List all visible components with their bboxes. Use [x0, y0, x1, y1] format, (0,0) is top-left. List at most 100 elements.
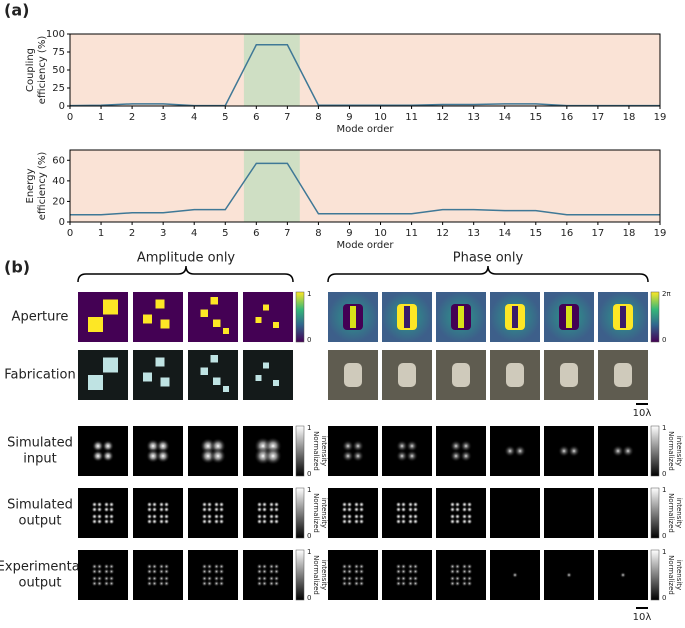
image-cell — [243, 550, 293, 600]
y-axis-label: efficiency (%) — [37, 152, 48, 221]
intensity-spot — [146, 506, 153, 513]
intensity-spot — [108, 513, 115, 520]
image-cell — [328, 550, 378, 600]
image-cell — [598, 550, 648, 600]
fab-core — [398, 363, 416, 387]
intensity-spot — [396, 450, 408, 462]
group-label: Phase only — [453, 251, 524, 266]
x-tick-label: 13 — [467, 112, 480, 123]
intensity-spot — [201, 501, 208, 508]
intensity-spot — [395, 575, 402, 582]
colorbar-title: intensity — [320, 436, 328, 466]
intensity-spot — [92, 440, 104, 452]
fab-core — [614, 363, 632, 387]
intensity-spot — [151, 563, 158, 570]
intensity-spot — [213, 501, 220, 508]
x-tick-label: 8 — [315, 112, 321, 123]
intensity-spot — [151, 575, 158, 582]
intensity-spot — [206, 518, 213, 525]
intensity-spot — [395, 513, 402, 520]
image-cell — [544, 292, 594, 342]
y-tick-label: 20 — [52, 196, 65, 207]
intensity-spot — [353, 513, 360, 520]
image-cell — [382, 350, 432, 400]
image-cell — [436, 488, 486, 538]
intensity-spot — [449, 568, 456, 575]
image-cell — [188, 488, 238, 538]
image-bg — [598, 488, 648, 538]
intensity-spot — [96, 501, 103, 508]
intensity-spot — [91, 568, 98, 575]
intensity-spot — [268, 513, 275, 520]
intensity-spot — [273, 518, 280, 525]
image-cell — [598, 488, 648, 538]
image-cell — [78, 550, 128, 600]
x-tick-label: 6 — [253, 228, 259, 239]
plot-background — [70, 150, 660, 222]
intensity-spot — [346, 568, 353, 575]
intensity-spot — [358, 513, 365, 520]
intensity-spot — [96, 580, 103, 587]
x-tick-label: 0 — [67, 112, 73, 123]
intensity-spot — [146, 575, 153, 582]
intensity-spot — [352, 450, 364, 462]
intensity-spot — [163, 506, 170, 513]
x-tick-label: 19 — [654, 228, 667, 239]
intensity-spot — [400, 506, 407, 513]
intensity-spot — [450, 450, 462, 462]
intensity-spot — [91, 563, 98, 570]
intensity-spot — [158, 580, 165, 587]
y-tick-label: 100 — [46, 29, 65, 40]
intensity-spot — [407, 580, 414, 587]
image-bg — [188, 488, 238, 538]
aperture — [210, 355, 218, 363]
intensity-spot — [201, 580, 208, 587]
phase-core — [566, 306, 572, 328]
aperture — [263, 304, 269, 311]
phase-core — [350, 306, 356, 328]
colorbar — [650, 425, 660, 477]
image-bg — [382, 550, 432, 600]
colorbar-title: Normalized — [312, 431, 320, 471]
intensity-spot — [201, 568, 208, 575]
intensity-spot — [218, 568, 225, 575]
image-cell — [133, 292, 183, 342]
image-bg — [133, 550, 183, 600]
x-tick-label: 7 — [284, 228, 290, 239]
aperture — [103, 299, 118, 315]
y-tick-label: 25 — [52, 83, 65, 94]
intensity-spot — [213, 568, 220, 575]
intensity-spot — [201, 513, 208, 520]
intensity-spot — [273, 580, 280, 587]
intensity-spot — [256, 513, 263, 520]
colorbar — [295, 425, 305, 477]
aperture — [210, 297, 218, 305]
intensity-spot — [103, 575, 110, 582]
intensity-spot — [353, 563, 360, 570]
intensity-spot — [353, 518, 360, 525]
intensity-spot — [256, 580, 263, 587]
intensity-spot — [256, 563, 263, 570]
image-cell — [382, 550, 432, 600]
intensity-spot — [151, 580, 158, 587]
colorbar-label: 1 — [307, 548, 311, 556]
colorbar-title: intensity — [675, 436, 683, 466]
image-cell — [328, 426, 378, 476]
aperture — [223, 386, 229, 392]
intensity-spot — [466, 518, 473, 525]
intensity-spot — [163, 501, 170, 508]
y-axis-label: efficiency (%) — [37, 36, 48, 105]
intensity-spot — [256, 501, 263, 508]
intensity-spot — [201, 563, 208, 570]
intensity-spot — [412, 563, 419, 570]
intensity-spot — [158, 568, 165, 575]
intensity-spot — [163, 563, 170, 570]
intensity-spot — [566, 572, 572, 578]
intensity-spot — [358, 506, 365, 513]
intensity-spot — [206, 575, 213, 582]
x-tick-label: 3 — [160, 112, 166, 123]
intensity-spot — [406, 440, 418, 452]
intensity-spot — [213, 513, 220, 520]
intensity-spot — [146, 518, 153, 525]
x-tick-label: 12 — [436, 228, 449, 239]
